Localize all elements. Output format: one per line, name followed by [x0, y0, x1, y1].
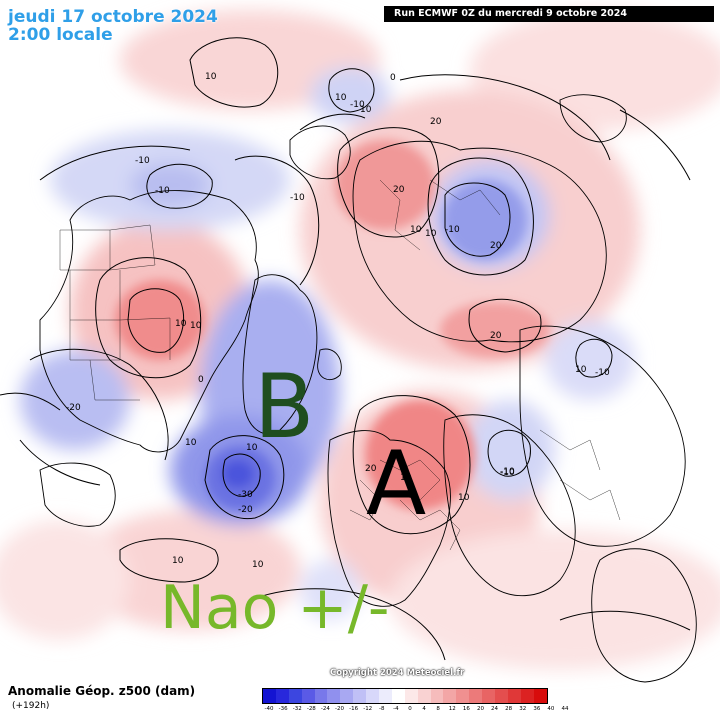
contour-label: -10 [445, 225, 460, 235]
contour-label: -30 [238, 490, 253, 500]
lead-time: (+192h) [12, 701, 50, 711]
contour-labels: 10 -10 10 0 -10 -10 -10 10 20 20 10 10 -… [66, 72, 610, 570]
colorbar-tick-label: 24 [491, 706, 499, 712]
colorbar-tick-label: -40 [264, 706, 274, 712]
colorbar-tick-label: -28 [306, 706, 316, 712]
colorbar-swatch [482, 689, 496, 703]
colorbar [262, 688, 548, 704]
colorbar-tick-label: 28 [505, 706, 513, 712]
colorbar-swatch [340, 689, 354, 703]
colorbar-tick-label: 4 [422, 706, 426, 712]
contour-label: 10 [190, 321, 202, 331]
contour-label: -10 [350, 100, 365, 110]
colorbar-swatch [263, 689, 276, 703]
contour-label: 20 [365, 464, 377, 474]
contours [0, 37, 691, 661]
forecast-time-label: 2:00 locale [8, 25, 113, 45]
contour-label: 10 [205, 72, 217, 82]
colorbar-swatch [275, 689, 289, 703]
contour-label: -20 [238, 505, 253, 515]
colorbar-ticks: -40 -36 -32 -28 -24 -20 -16 -12 -8 -4 0 4 8 12 16 20 24 2… [262, 706, 572, 712]
colorbar-swatch [456, 689, 470, 703]
high-pressure-letter: A [366, 432, 426, 535]
contour-label: -10 [500, 467, 515, 477]
colorbar-swatch [327, 689, 341, 703]
colorbar-swatch [507, 689, 521, 703]
colorbar-tick-label: 16 [462, 706, 470, 712]
contour-label: 10 [400, 473, 412, 483]
model-run-banner: Run ECMWF 0Z du mercredi 9 octobre 2024 [384, 6, 714, 22]
contour-label: 20 [393, 185, 405, 195]
colorbar-tick-label: 0 [408, 706, 412, 712]
colorbar-tick-label: 40 [547, 706, 555, 712]
colorbar-tick-label: -12 [363, 706, 373, 712]
colorbar-tick-label: -4 [393, 706, 399, 712]
colorbar-swatch [366, 689, 380, 703]
contour-label: 10 [246, 443, 258, 453]
contour-label: -10 [135, 156, 150, 166]
contour-label: 10 [425, 229, 437, 239]
colorbar-tick-label: -32 [292, 706, 302, 712]
contour-label: 10 [172, 556, 184, 566]
colorbar-tick-label: -36 [278, 706, 288, 712]
low-pressure-letter: B [254, 355, 314, 458]
colorbar-swatch [288, 689, 302, 703]
nao-annotation: Nao +/- [160, 573, 390, 643]
map-caption: Anomalie Géop. z500 (dam) [8, 684, 196, 698]
colorbar-tick-label: 20 [476, 706, 484, 712]
contour-label: 10 [360, 105, 372, 115]
anomaly-map-svg: 10 -10 10 0 -10 -10 -10 10 20 20 10 10 -… [0, 10, 720, 683]
colorbar-swatch [404, 689, 418, 703]
colorbar-tick-label: 36 [533, 706, 541, 712]
contour-label: 10 [458, 493, 470, 503]
colorbar-swatch [533, 689, 547, 703]
colorbar-swatch [314, 689, 328, 703]
coastlines [39, 94, 697, 683]
colorbar-tick-label: -20 [335, 706, 344, 712]
contour-label: 20 [490, 241, 502, 251]
colorbar-swatch [391, 689, 405, 703]
colorbar-swatch [353, 689, 367, 703]
contour-label: -10 [500, 468, 515, 478]
contour-label: 20 [490, 331, 502, 341]
contour-label: 10 [175, 319, 187, 329]
copyright-label: Copyright 2024 Meteociel.fr [330, 668, 465, 678]
colorbar-tick-label: -16 [349, 706, 359, 712]
contour-label: -10 [290, 193, 305, 203]
colorbar-swatch [417, 689, 431, 703]
colorbar-swatch [469, 689, 483, 703]
colorbar-tick-label: 44 [561, 706, 569, 712]
contour-label: 0 [198, 375, 204, 385]
colorbar-tick-label: 32 [519, 706, 527, 712]
anomaly-map: 10 -10 10 0 -10 -10 -10 10 20 20 10 10 -… [0, 10, 720, 683]
colorbar-swatch [379, 689, 392, 703]
borders [59, 179, 621, 551]
colorbar-tick-label: -8 [379, 706, 385, 712]
forecast-date: jeudi 17 octobre 2024 2:00 locale [8, 8, 218, 44]
contour-label: 10 [335, 93, 347, 103]
colorbar-tick-label: -24 [320, 706, 330, 712]
contour-label: 10 [410, 225, 422, 235]
contour-label: 10 [185, 438, 197, 448]
colorbar-swatch [301, 689, 315, 703]
anomaly-shading [0, 10, 720, 670]
colorbar-tick-label: 8 [436, 706, 440, 712]
contour-label: 20 [430, 117, 442, 127]
contour-label: 0 [390, 73, 396, 83]
colorbar-swatch [495, 689, 508, 703]
contour-label: -20 [66, 403, 81, 413]
contour-label: -10 [155, 186, 170, 196]
contour-label: 10 [252, 560, 264, 570]
colorbar-swatch [443, 689, 457, 703]
contour-label: 10 [575, 365, 587, 375]
colorbar-swatch [520, 689, 534, 703]
colorbar-tick-label: 12 [448, 706, 456, 712]
forecast-date-label: jeudi 17 octobre 2024 [8, 7, 218, 27]
colorbar-swatch [430, 689, 444, 703]
contour-label: -10 [595, 368, 610, 378]
